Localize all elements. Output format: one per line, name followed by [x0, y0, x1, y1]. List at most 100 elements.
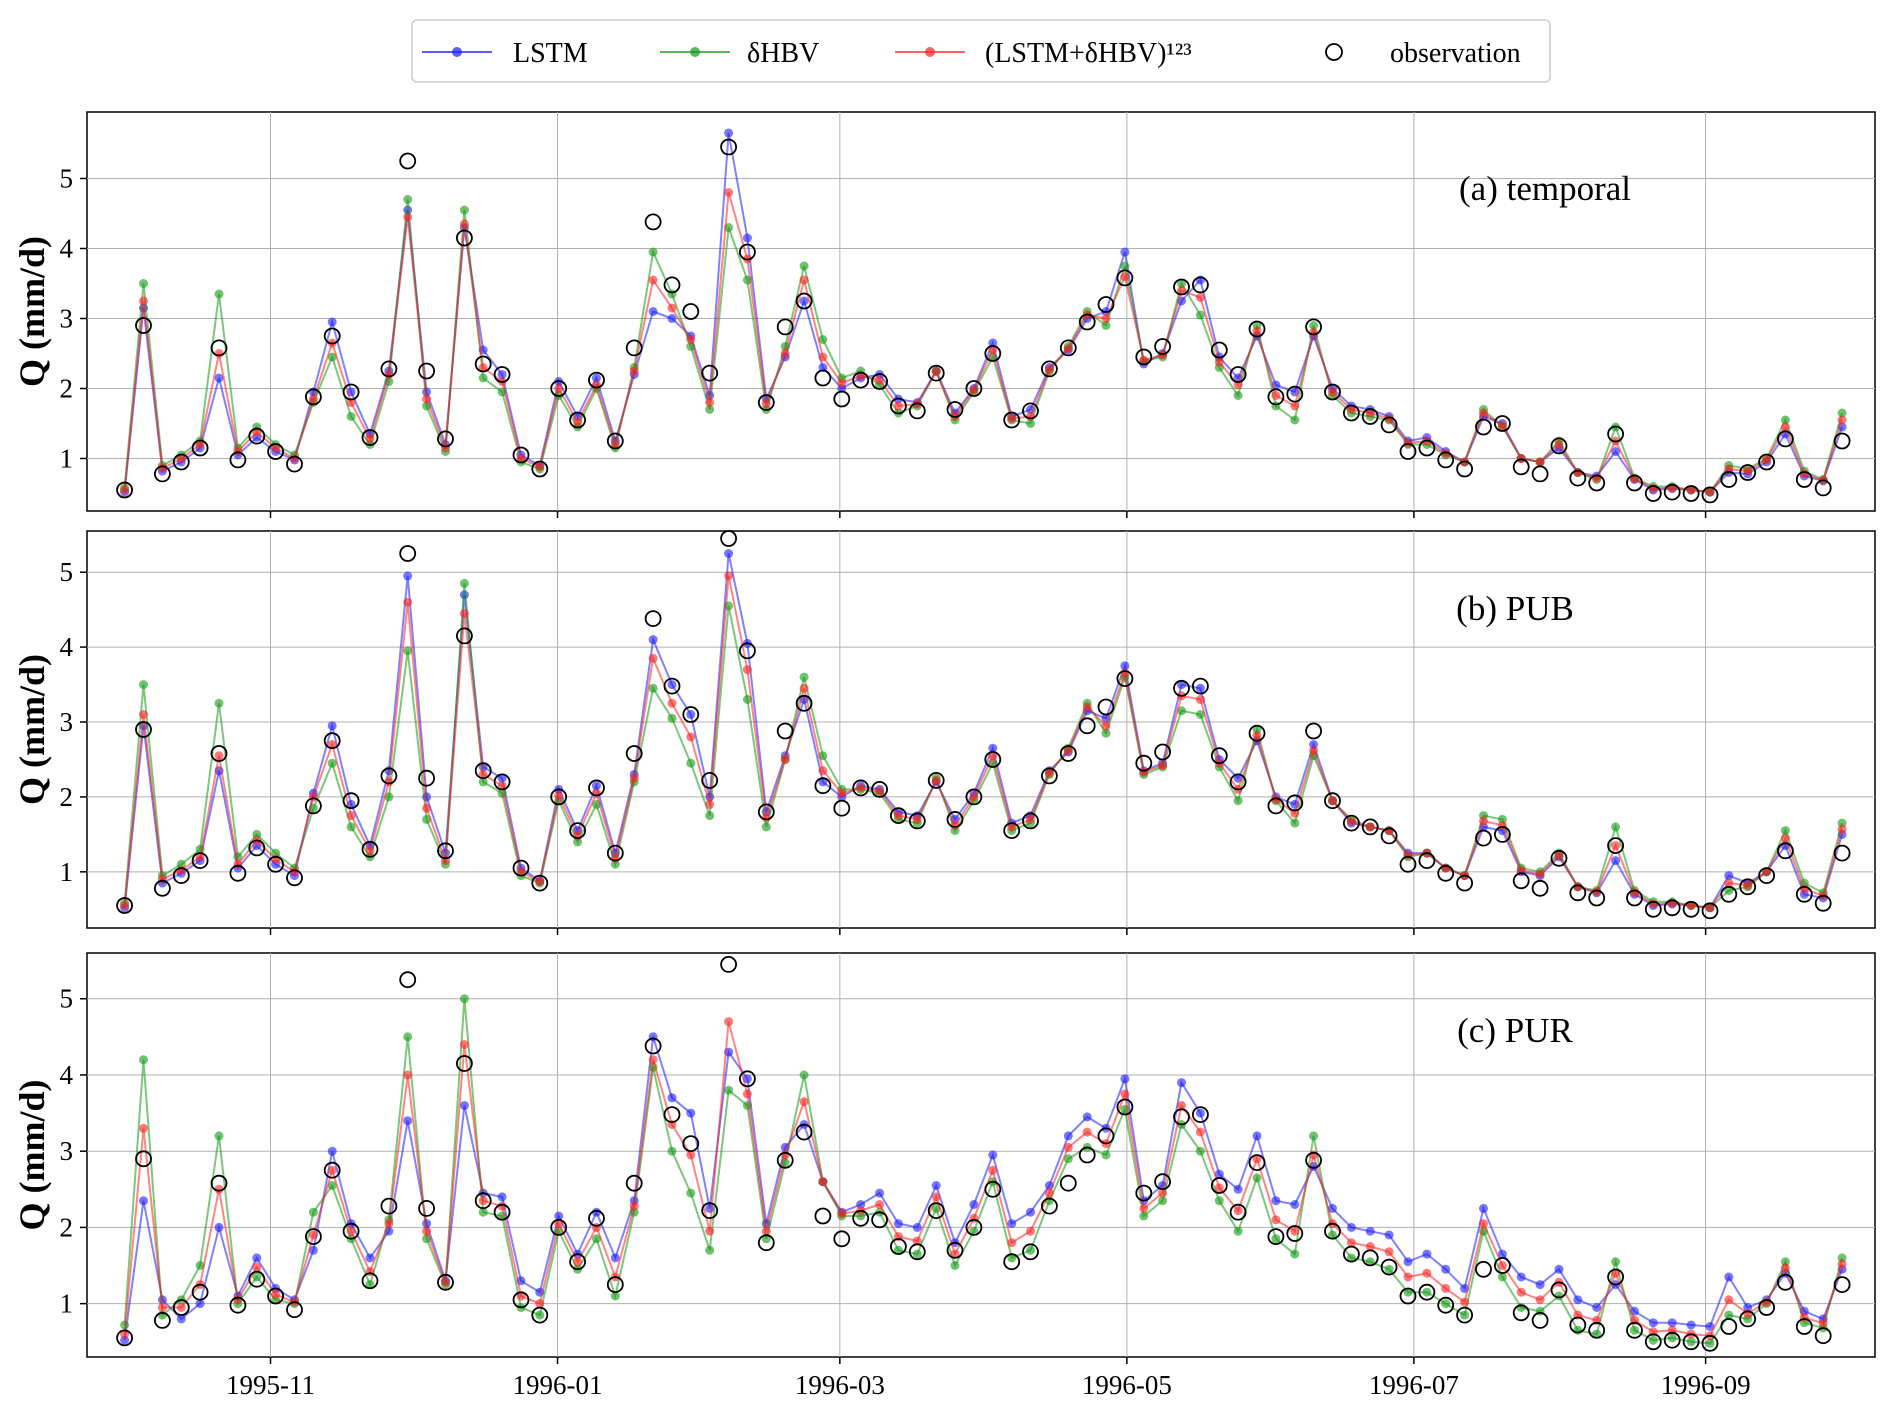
data-point: [1648, 1335, 1658, 1345]
observation-point: [682, 1135, 700, 1152]
observation-point: [1475, 829, 1492, 847]
legend-entry: (LSTM+δHBV)¹²³: [895, 38, 1192, 69]
data-point: [1007, 1253, 1017, 1263]
observation-point: [833, 799, 851, 817]
data-point: [1120, 661, 1130, 671]
data-point: [1309, 321, 1319, 330]
observation-point: [644, 213, 662, 231]
data-point: [931, 367, 941, 377]
data-point: [1101, 721, 1111, 731]
data-point: [799, 672, 809, 682]
data-point: [1120, 1089, 1130, 1099]
data-point: [1724, 871, 1734, 881]
data-point: [1554, 1264, 1564, 1274]
data-point: [365, 1253, 375, 1263]
data-point: [1120, 272, 1130, 281]
data-point: [1705, 487, 1715, 497]
observation-point: [1192, 276, 1209, 294]
x-tick-label: 1996-09: [1661, 1370, 1751, 1400]
data-point: [1252, 1173, 1262, 1183]
observation-point: [1041, 767, 1058, 785]
data-point: [535, 462, 545, 472]
observation-point: [229, 1296, 247, 1314]
data-point: [875, 1188, 885, 1198]
data-point: [1252, 326, 1262, 336]
data-point: [554, 1219, 564, 1229]
observation-point: [210, 745, 228, 762]
data-point: [667, 713, 677, 723]
observation-point: [1720, 885, 1738, 903]
panel-3: 1 2 3 4 5 Q (mm/d) (c) PUR: [12, 952, 1876, 1364]
data-point: [592, 1207, 601, 1217]
legend-label: LSTM: [513, 38, 588, 69]
observation-point: [550, 380, 568, 397]
observation-point: [1814, 479, 1832, 497]
observation-point: [361, 840, 379, 858]
data-point: [1309, 1150, 1319, 1160]
observation-point: [229, 451, 247, 469]
data-point: [1120, 1074, 1130, 1084]
data-point: [308, 1207, 318, 1217]
observation-point: [1248, 724, 1266, 742]
data-point: [554, 790, 564, 800]
series-(LSTM+δHBV)¹²³: [120, 188, 1847, 497]
data-point: [1516, 1303, 1526, 1312]
observation-point: [644, 1037, 662, 1055]
data-point: [1724, 464, 1734, 474]
data-point: [365, 1280, 375, 1290]
observation-point: [852, 371, 870, 389]
observation-point: [720, 530, 737, 547]
observation-point: [1663, 899, 1681, 917]
observation-point: [1701, 902, 1719, 920]
data-point: [516, 867, 526, 877]
y-tick-label: 4: [60, 632, 74, 662]
data-point: [761, 1234, 771, 1244]
data-point: [1611, 447, 1621, 456]
data-point: [592, 781, 601, 791]
data-point: [1195, 1146, 1205, 1156]
data-point: [742, 695, 752, 704]
observation-point: [1682, 485, 1700, 502]
data-point: [346, 811, 356, 821]
observation-point: [531, 874, 549, 892]
observation-point: [380, 360, 398, 378]
y-tick-label: 2: [60, 782, 74, 812]
data-point: [1101, 314, 1111, 323]
observation-point: [323, 327, 341, 345]
data-point: [497, 781, 507, 791]
panel-annotation: (b) PUB: [1456, 589, 1574, 628]
data-point: [1384, 414, 1394, 424]
observation-point: [210, 339, 228, 357]
data-point: [1516, 1272, 1526, 1282]
data-point: [799, 1097, 809, 1107]
data-point: [554, 1211, 564, 1221]
data-point: [176, 1303, 186, 1312]
data-point: [478, 373, 488, 383]
data-point: [573, 1257, 583, 1267]
observation-point: [1569, 1316, 1587, 1334]
data-point: [1195, 1127, 1205, 1137]
observation-point: [1116, 1098, 1134, 1116]
data-point: [742, 665, 752, 675]
data-point: [705, 398, 715, 407]
observation-point: [191, 852, 209, 869]
observation-point: [1380, 827, 1398, 845]
observation-point: [757, 394, 775, 411]
observation-point: [871, 373, 888, 390]
data-point: [1309, 328, 1319, 337]
observation-point: [1343, 404, 1360, 422]
observation-point: [1456, 460, 1473, 478]
observation-point: [663, 276, 681, 294]
data-point: [1630, 1325, 1639, 1335]
data-point: [1214, 1196, 1224, 1206]
data-point: [1384, 826, 1394, 836]
observation-point: [927, 772, 945, 789]
observation-point: [493, 366, 511, 383]
observation-point: [1531, 465, 1549, 483]
data-point: [1290, 1249, 1300, 1259]
data-point: [1177, 279, 1186, 288]
data-point: [403, 212, 413, 222]
observation-point: [1248, 320, 1266, 338]
observation-point: [323, 732, 341, 750]
data-point: [497, 370, 507, 379]
